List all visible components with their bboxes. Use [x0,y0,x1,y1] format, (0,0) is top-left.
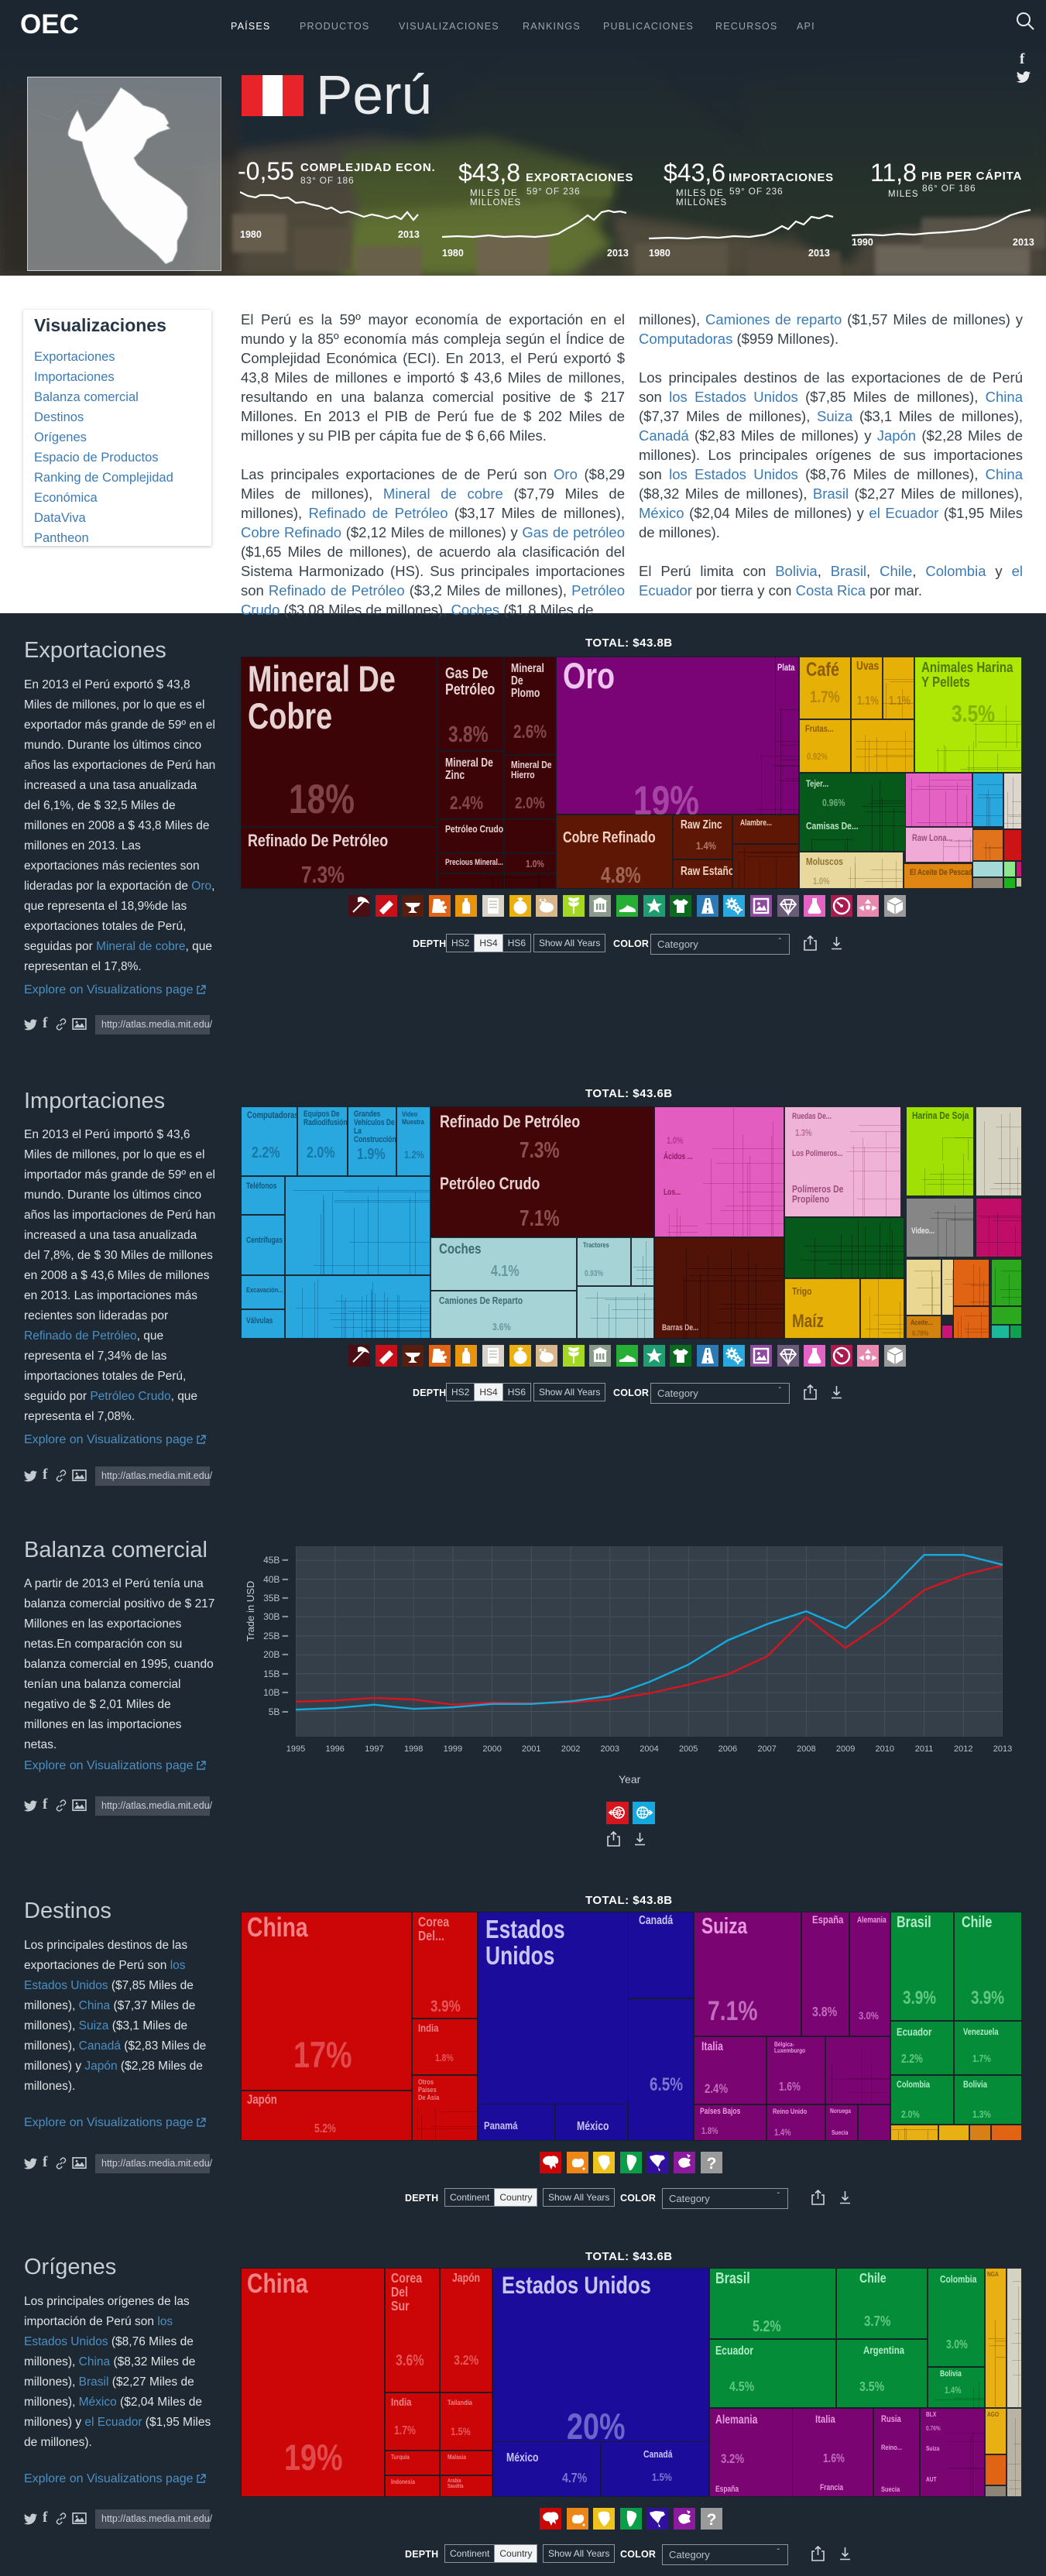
svg-text:?: ? [707,2155,717,2173]
svg-text:?: ? [707,2511,717,2529]
